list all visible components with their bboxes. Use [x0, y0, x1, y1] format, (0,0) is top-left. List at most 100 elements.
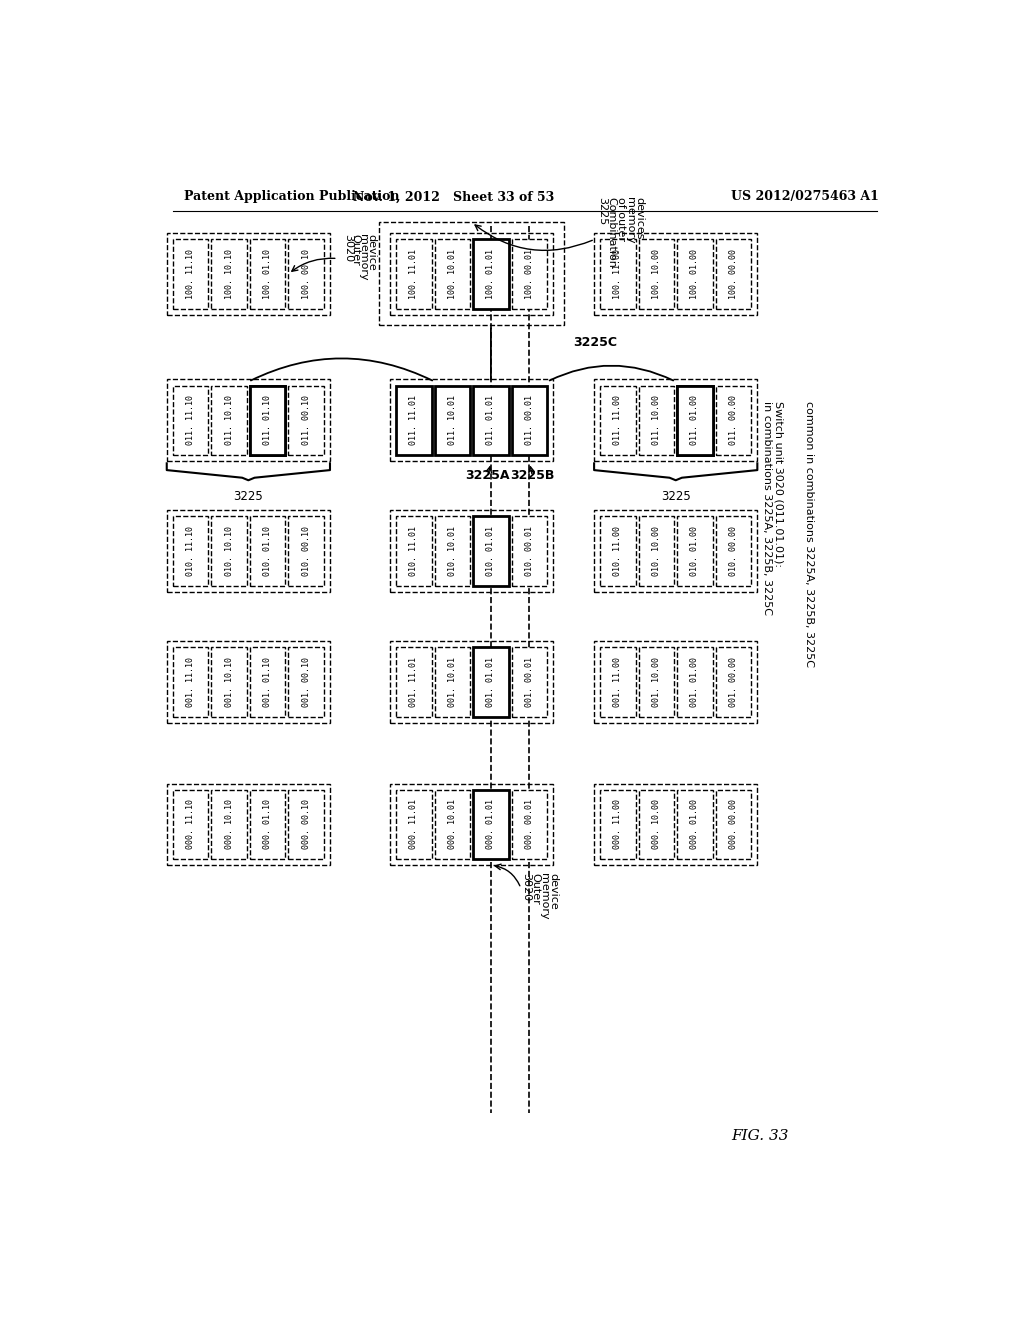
- Text: 100. 11.00: 100. 11.00: [613, 249, 623, 298]
- Bar: [716, 385, 752, 455]
- Text: 001. 01.00: 001. 01.00: [690, 657, 699, 708]
- Text: 001. 00.00: 001. 00.00: [729, 657, 738, 708]
- Bar: [289, 789, 324, 859]
- Text: 000. 11.00: 000. 11.00: [613, 800, 623, 850]
- Text: 001. 00.10: 001. 00.10: [302, 657, 310, 708]
- Bar: [716, 789, 752, 859]
- Bar: [594, 642, 758, 723]
- Text: 000. 10.00: 000. 10.00: [652, 800, 660, 850]
- Bar: [390, 511, 553, 591]
- Bar: [167, 784, 330, 866]
- Bar: [211, 789, 247, 859]
- Text: 001. 00.01: 001. 00.01: [525, 657, 534, 708]
- Bar: [716, 239, 752, 309]
- Bar: [594, 784, 758, 866]
- Text: Combination: Combination: [606, 197, 616, 268]
- Bar: [390, 642, 553, 723]
- Text: Switch unit 3020 (011.01.01):
in combinations 3225A, 3225B, 3225C: Switch unit 3020 (011.01.01): in combina…: [762, 401, 783, 615]
- Bar: [473, 647, 509, 717]
- Bar: [512, 516, 547, 586]
- Bar: [167, 379, 330, 461]
- Text: 001. 11.01: 001. 11.01: [410, 657, 419, 708]
- Text: 010. 01.10: 010. 01.10: [263, 527, 272, 576]
- Text: 000. 00.10: 000. 00.10: [302, 800, 310, 850]
- Text: US 2012/0275463 A1: US 2012/0275463 A1: [731, 190, 879, 203]
- Bar: [473, 239, 509, 309]
- Bar: [512, 789, 547, 859]
- Bar: [173, 516, 208, 586]
- Text: 100. 10.10: 100. 10.10: [224, 249, 233, 298]
- Bar: [512, 647, 547, 717]
- Bar: [379, 222, 564, 326]
- Text: 011. 10.00: 011. 10.00: [652, 395, 660, 445]
- Bar: [396, 385, 432, 455]
- Text: 100. 00.00: 100. 00.00: [729, 249, 738, 298]
- Bar: [390, 234, 553, 314]
- Bar: [473, 385, 509, 455]
- Bar: [250, 789, 286, 859]
- Bar: [173, 789, 208, 859]
- Bar: [600, 385, 636, 455]
- Text: 010. 10.00: 010. 10.00: [652, 527, 660, 576]
- Text: 3020: 3020: [343, 234, 353, 261]
- Text: 100. 11.01: 100. 11.01: [410, 249, 419, 298]
- Text: 100. 01.10: 100. 01.10: [263, 249, 272, 298]
- Bar: [600, 239, 636, 309]
- Text: 3225: 3225: [660, 490, 690, 503]
- Bar: [289, 385, 324, 455]
- Text: 011. 01.10: 011. 01.10: [263, 395, 272, 445]
- Bar: [167, 234, 330, 314]
- Text: 000. 11.01: 000. 11.01: [410, 800, 419, 850]
- Bar: [173, 239, 208, 309]
- Bar: [594, 234, 758, 314]
- Text: 3020: 3020: [521, 873, 531, 902]
- Bar: [211, 239, 247, 309]
- Text: Patent Application Publication: Patent Application Publication: [184, 190, 400, 203]
- Text: device: device: [549, 873, 559, 909]
- Text: 001. 11.00: 001. 11.00: [613, 657, 623, 708]
- Bar: [250, 385, 286, 455]
- Bar: [435, 647, 470, 717]
- Bar: [677, 239, 713, 309]
- Text: 010. 10.01: 010. 10.01: [447, 527, 457, 576]
- Text: 010. 00.10: 010. 00.10: [302, 527, 310, 576]
- Bar: [473, 516, 509, 586]
- Bar: [512, 385, 547, 455]
- Text: 3225B: 3225B: [510, 469, 555, 482]
- Text: 100. 10.01: 100. 10.01: [447, 249, 457, 298]
- Text: 100. 01.01: 100. 01.01: [486, 249, 496, 298]
- Text: 001. 01.01: 001. 01.01: [486, 657, 496, 708]
- Bar: [396, 516, 432, 586]
- Text: 010. 11.00: 010. 11.00: [613, 527, 623, 576]
- Bar: [396, 239, 432, 309]
- Text: 010. 01.00: 010. 01.00: [690, 527, 699, 576]
- Text: 011. 11.10: 011. 11.10: [186, 395, 196, 445]
- Bar: [639, 239, 674, 309]
- Text: 011. 01.01: 011. 01.01: [486, 395, 496, 445]
- Bar: [677, 789, 713, 859]
- Text: 000. 10.10: 000. 10.10: [224, 800, 233, 850]
- Text: 000. 10.01: 000. 10.01: [447, 800, 457, 850]
- Bar: [250, 647, 286, 717]
- Text: 3225C: 3225C: [573, 335, 617, 348]
- Text: 011. 10.10: 011. 10.10: [224, 395, 233, 445]
- Bar: [600, 789, 636, 859]
- Bar: [289, 647, 324, 717]
- Bar: [173, 385, 208, 455]
- Text: memory: memory: [625, 197, 635, 243]
- Bar: [435, 239, 470, 309]
- Bar: [390, 379, 553, 461]
- Bar: [390, 784, 553, 866]
- Text: device: device: [367, 234, 376, 271]
- Bar: [716, 647, 752, 717]
- Text: 100. 00.01: 100. 00.01: [525, 249, 534, 298]
- Bar: [396, 647, 432, 717]
- Text: memory: memory: [358, 234, 369, 280]
- Text: 001. 10.00: 001. 10.00: [652, 657, 660, 708]
- Bar: [173, 647, 208, 717]
- Bar: [600, 647, 636, 717]
- Bar: [211, 516, 247, 586]
- Bar: [211, 647, 247, 717]
- Bar: [250, 239, 286, 309]
- Text: Outer: Outer: [351, 234, 360, 265]
